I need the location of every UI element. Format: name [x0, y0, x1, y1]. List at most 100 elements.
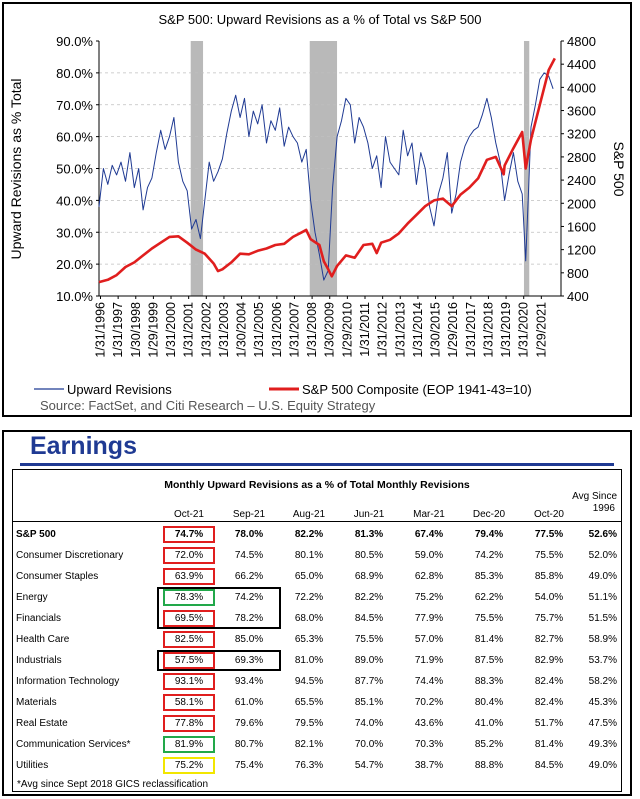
avg-cell: 52.0%	[588, 550, 617, 561]
left-tick-label: 10.0%	[56, 289, 93, 304]
sector-name: Consumer Staples	[16, 571, 99, 582]
highlight-box-oct21	[163, 631, 215, 648]
x-tick-label: 1/30/2009	[323, 302, 337, 358]
value-cell: 87.7%	[354, 676, 384, 687]
x-tick-label: 1/31/2005	[252, 302, 266, 358]
value-cell: 69.3%	[234, 655, 264, 666]
value-cell: 67.4%	[414, 529, 444, 540]
value-cell: 81.9%	[174, 739, 204, 750]
avg-cell: 49.0%	[588, 571, 617, 582]
value-cell: 85.0%	[234, 634, 264, 645]
highlight-box-oct21	[163, 652, 215, 669]
x-tick-label: 1/31/1996	[93, 302, 107, 358]
value-cell: 43.6%	[414, 718, 444, 729]
table-row: Utilities 75.2% 75.4% 76.3% 54.7% 38.7% 88.8% 8…	[13, 756, 621, 776]
table-row: Consumer Staples 63.9% 66.2% 65.0% 68.9% 62.8…	[13, 567, 621, 587]
value-cell: 93.1%	[174, 676, 204, 687]
sector-name: Energy	[16, 592, 48, 603]
table-row: Consumer Discretionary 72.0% 74.5% 80.1% 80.…	[13, 546, 621, 566]
value-cell: 77.9%	[414, 613, 444, 624]
title-rule	[20, 463, 614, 466]
highlight-box-oct21	[163, 547, 215, 564]
value-cell: 75.4%	[234, 760, 264, 771]
x-tick-label: 1/29/2010	[340, 302, 354, 358]
x-tick-label: 1/31/2012	[376, 302, 390, 358]
avg-cell: 52.6%	[588, 529, 617, 540]
sector-name: Health Care	[16, 634, 70, 645]
dual-axis-line-chart: S&P 500: Upward Revisions as a % of Tota…	[8, 12, 627, 413]
sector-name: Materials	[16, 697, 57, 708]
x-tick-label: 1/31/2003	[217, 302, 231, 358]
value-cell: 80.5%	[354, 550, 384, 561]
column-header: Jun-21	[353, 509, 385, 520]
legend-label-sp500: S&P 500 Composite (EOP 1941-43=10)	[302, 382, 532, 397]
x-tick-label: 1/31/1997	[111, 302, 125, 358]
table-row: Health Care 82.5% 85.0% 65.3% 75.5% 57.0% 81.4…	[13, 630, 621, 650]
value-cell: 82.4%	[534, 676, 564, 687]
value-cell: 65.5%	[294, 697, 324, 708]
value-cell: 76.3%	[294, 760, 324, 771]
sector-name: Industrials	[16, 655, 62, 666]
footnote: *Avg since Sept 2018 GICS reclassificati…	[17, 779, 209, 790]
value-cell: 58.1%	[174, 697, 204, 708]
value-cell: 51.7%	[534, 718, 564, 729]
value-cell: 82.4%	[534, 697, 564, 708]
chart-panel: S&P 500: Upward Revisions as a % of Tota…	[2, 2, 632, 417]
avg-cell: 51.5%	[588, 613, 617, 624]
value-cell: 81.4%	[534, 739, 564, 750]
revisions-table: Monthly Upward Revisions as a % of Total…	[12, 469, 622, 792]
earnings-panel: Earnings Monthly Upward Revisions as a %…	[2, 430, 632, 796]
value-cell: 79.5%	[294, 718, 324, 729]
value-cell: 78.0%	[234, 529, 264, 540]
legend: Upward Revisions S&P 500 Composite (EOP …	[34, 382, 532, 413]
value-cell: 84.5%	[354, 613, 384, 624]
sector-name: Real Estate	[16, 718, 68, 729]
value-cell: 82.7%	[534, 634, 564, 645]
value-cell: 57.0%	[414, 634, 444, 645]
left-tick-label: 60.0%	[56, 130, 93, 145]
value-cell: 81.4%	[474, 634, 504, 645]
x-tick-label: 1/29/2016	[446, 302, 460, 358]
highlight-box-oct21	[163, 694, 215, 711]
left-tick-label: 50.0%	[56, 162, 93, 177]
sector-name: Communication Services*	[16, 739, 131, 750]
column-header: Dec-20	[472, 509, 506, 520]
table-row: Energy 78.3% 74.2% 72.2% 82.2% 75.2% 62.2% 54.0…	[13, 588, 621, 608]
right-tick-label: 4800	[567, 34, 596, 49]
right-tick-label: 4400	[567, 57, 596, 72]
value-cell: 59.0%	[414, 550, 444, 561]
sector-name: Information Technology	[16, 676, 120, 687]
right-tick-label: 3600	[567, 104, 596, 119]
value-cell: 87.5%	[474, 655, 504, 666]
value-cell: 75.2%	[414, 592, 444, 603]
comparison-box	[157, 587, 281, 629]
value-cell: 71.9%	[414, 655, 444, 666]
value-cell: 68.0%	[294, 613, 324, 624]
left-tick-label: 40.0%	[56, 193, 93, 208]
highlight-box-oct21	[163, 715, 215, 732]
value-cell: 85.1%	[354, 697, 384, 708]
value-cell: 70.3%	[414, 739, 444, 750]
x-tick-label: 1/31/2006	[270, 302, 284, 358]
avg-header-line1: Avg Since	[572, 491, 617, 502]
x-tick-label: 1/31/2000	[164, 302, 178, 358]
right-tick-label: 2400	[567, 173, 596, 188]
value-cell: 75.5%	[474, 613, 504, 624]
comparison-box	[157, 650, 281, 671]
value-cell: 65.3%	[294, 634, 324, 645]
highlight-box-oct21	[163, 526, 215, 543]
chart-title: S&P 500: Upward Revisions as a % of Tota…	[158, 12, 481, 27]
value-cell: 77.5%	[534, 529, 564, 540]
value-cell: 82.2%	[354, 592, 384, 603]
value-cell: 66.2%	[234, 571, 264, 582]
left-tick-label: 80.0%	[56, 66, 93, 81]
value-cell: 82.1%	[294, 739, 324, 750]
value-cell: 84.5%	[534, 760, 564, 771]
column-header: Oct-20	[533, 509, 564, 520]
x-tick-label: 1/31/2013	[393, 302, 407, 358]
column-header: Sep-21	[232, 509, 266, 520]
series-sp500	[98, 57, 556, 284]
avg-header-line2: 1996	[592, 503, 615, 514]
x-tick-label: 1/31/2008	[305, 302, 319, 358]
left-axis-label: Upward Revisions as % Total	[8, 78, 24, 259]
